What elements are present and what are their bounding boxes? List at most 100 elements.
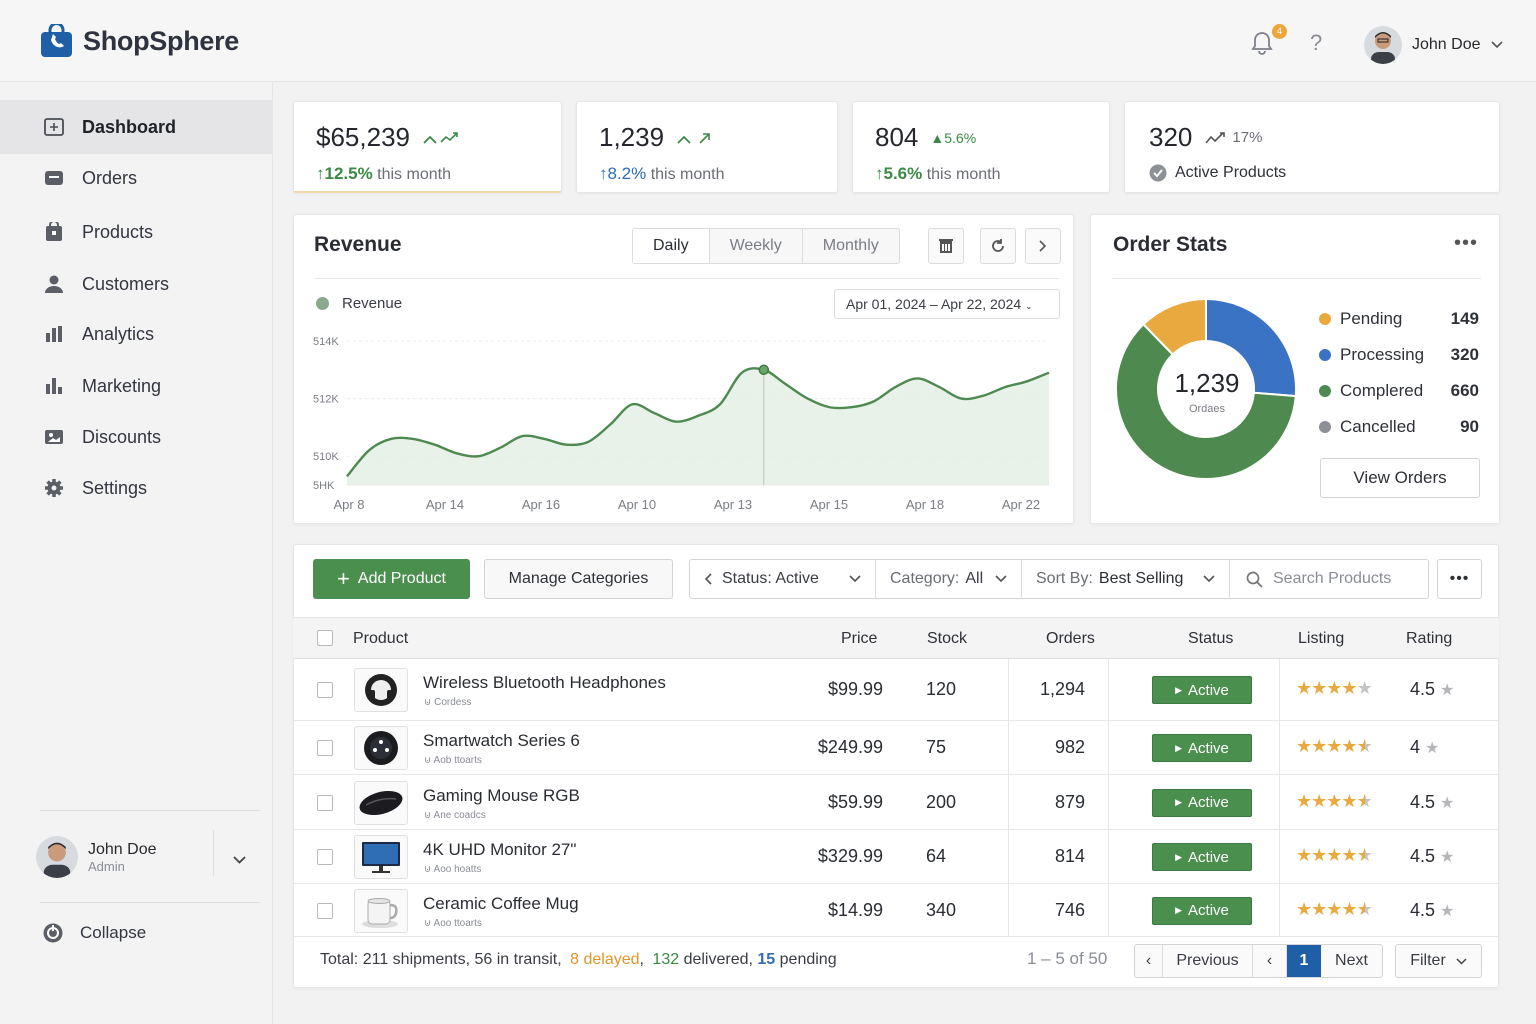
tag-icon: ⊍ — [424, 697, 435, 708]
status-label: Active — [1188, 739, 1229, 757]
chevron-left-icon[interactable]: ‹ — [1253, 945, 1287, 977]
column-header-rating[interactable]: Rating — [1406, 630, 1453, 647]
column-header-product[interactable]: Product — [353, 630, 409, 647]
tag-icon: ⊍ — [424, 917, 434, 929]
star-icon: ★ — [1425, 740, 1440, 757]
status-badge[interactable]: ▶ Active — [1152, 896, 1252, 925]
table-row[interactable]: Wireless Bluetooth Headphones ⊍ Cordess $9… — [293, 659, 1499, 721]
product-name[interactable]: Wireless Bluetooth Headphones — [423, 673, 666, 692]
row-checkbox[interactable] — [317, 740, 333, 756]
column-header-status[interactable]: Status — [1188, 630, 1234, 647]
status-filter[interactable]: Status: Active — [690, 560, 876, 598]
filter-button[interactable]: Filter — [1395, 944, 1482, 978]
status-label: Active — [1188, 794, 1229, 811]
chevron-down-icon: ⌄ — [1025, 301, 1033, 311]
donut-slice-completed[interactable] — [1115, 322, 1297, 480]
status-badge[interactable]: ▶ Active — [1152, 734, 1252, 762]
chevron-left-icon — [704, 573, 712, 585]
kpi-card-customers[interactable]: 804 ▲5.6% ↑5.6% this month — [852, 101, 1110, 193]
category-filter[interactable]: Category: All — [876, 560, 1022, 598]
shopping-bag-icon — [41, 24, 72, 57]
page-1-button[interactable]: 1 — [1287, 945, 1321, 977]
next-button[interactable]: Next — [1335, 952, 1368, 969]
chevron-down-icon[interactable] — [233, 856, 246, 864]
calendar-button[interactable] — [928, 228, 964, 264]
date-range-value: Apr 01, 2024 – Apr 22, 2024 — [846, 296, 1022, 312]
search-input[interactable]: Search Products — [1230, 560, 1428, 598]
product-name[interactable]: Ceramic Coffee Mug — [423, 893, 579, 913]
row-checkbox[interactable] — [317, 682, 333, 698]
help-icon[interactable]: ? — [1310, 30, 1323, 55]
order-donut-chart — [1115, 297, 1297, 480]
sidebar-user-role: Admin — [88, 858, 125, 874]
stock-cell: 120 — [926, 679, 957, 699]
sort-select[interactable]: Sort By: Best Selling — [1022, 560, 1230, 598]
next-button[interactable] — [1025, 228, 1061, 264]
rating-stars: ★★★★★ — [1296, 898, 1373, 919]
sidebar-item-discounts[interactable]: Discounts — [0, 410, 273, 464]
bell-icon[interactable] — [1250, 30, 1274, 56]
kpi-trend: 5.6% — [944, 129, 977, 146]
revenue-title: Revenue — [314, 233, 402, 256]
rating-value: 4.5 ★ — [1410, 792, 1454, 813]
status-badge[interactable]: ▶ Active — [1152, 788, 1252, 817]
sidebar-user[interactable]: John Doe Admin — [36, 836, 157, 878]
sidebar-item-marketing[interactable]: Marketing — [0, 359, 273, 413]
product-subtitle-text: Aob ttoarts — [433, 755, 482, 766]
orders-cell: 746 — [1054, 899, 1085, 920]
row-checkbox[interactable] — [317, 902, 333, 919]
kpi-card-products[interactable]: 320 17% Active Products — [1124, 101, 1500, 193]
sidebar-item-analytics[interactable]: Analytics — [0, 307, 273, 361]
add-product-button[interactable]: + Add Product — [313, 559, 470, 599]
date-range-picker[interactable]: Apr 01, 2024 – Apr 22, 2024 ⌄ — [834, 289, 1060, 319]
more-icon[interactable]: ••• — [1454, 232, 1479, 254]
app-logo[interactable]: ShopSphere — [40, 24, 239, 58]
table-row[interactable]: Ceramic Coffee Mug ⊍ Aoo ttoarts $14.99 340… — [293, 884, 1499, 937]
manage-categories-button[interactable]: Manage Categories — [484, 559, 673, 599]
product-name[interactable]: 4K UHD Monitor 27" — [423, 840, 577, 859]
highlight-point[interactable] — [758, 364, 770, 376]
user-menu[interactable]: John Doe — [1364, 26, 1503, 64]
select-all-checkbox[interactable] — [317, 630, 333, 646]
product-name[interactable]: Gaming Mouse RGB — [423, 785, 580, 805]
refresh-button[interactable] — [980, 228, 1016, 264]
donut-slice-processing[interactable] — [1205, 297, 1297, 398]
status-label: Active — [1188, 902, 1229, 919]
row-checkbox[interactable] — [317, 849, 333, 865]
more-options-button[interactable]: ••• — [1437, 559, 1482, 599]
sidebar-item-dashboard[interactable]: Dashboard — [0, 100, 273, 154]
tab-daily[interactable]: Daily — [633, 229, 710, 263]
sidebar-item-products[interactable]: Products — [0, 205, 273, 259]
tab-monthly[interactable]: Monthly — [822, 237, 879, 254]
sidebar-item-settings[interactable]: Settings — [0, 461, 273, 515]
status-badge[interactable]: ▶ Active — [1152, 843, 1252, 871]
column-header-stock[interactable]: Stock — [927, 630, 968, 647]
table-row[interactable]: 4K UHD Monitor 27" ⊍ Aoo hoatts $329.99 64 8… — [293, 830, 1499, 884]
revenue-line — [346, 367, 1050, 478]
kpi-card-orders[interactable]: 1,239 ↑8.2% this month — [576, 101, 838, 193]
row-checkbox[interactable] — [317, 794, 333, 811]
product-name[interactable]: Smartwatch Series 6 — [423, 731, 580, 750]
top-bar: ShopSphere 4 ? John Doe — [0, 0, 1536, 82]
column-header-price[interactable]: Price — [841, 630, 878, 647]
divider — [213, 830, 214, 876]
kpi-trend: 17% — [1232, 129, 1263, 146]
sidebar-item-orders[interactable]: Orders — [0, 151, 273, 205]
collapse-button[interactable]: Collapse — [42, 922, 146, 944]
view-orders-button[interactable]: View Orders — [1320, 458, 1480, 498]
tab-weekly[interactable]: Weekly — [710, 229, 803, 263]
kpi-card-revenue[interactable]: $65,239 ↑12.5% this month — [293, 101, 562, 193]
kpi-change: 5.6% — [883, 164, 923, 183]
column-header-orders[interactable]: Orders — [1046, 630, 1095, 647]
status-badge[interactable]: ▶ Active — [1152, 676, 1252, 704]
x-tick-label: Apr 18 — [906, 497, 944, 512]
table-row[interactable]: Smartwatch Series 6 ⊍ Aob ttoarts $249.99 7… — [293, 721, 1499, 775]
rating-stars: ★★★★★ — [1296, 790, 1373, 811]
chevron-left-icon[interactable]: ‹ — [1135, 945, 1163, 977]
sidebar-item-customers[interactable]: Customers — [0, 257, 273, 311]
legend-item-complered: Complered 660 — [1319, 381, 1479, 401]
previous-button[interactable]: Previous — [1163, 945, 1253, 977]
column-header-listing[interactable]: Listing — [1298, 630, 1345, 647]
table-row[interactable]: Gaming Mouse RGB ⊍ Ane coadcs $59.99 200 879… — [293, 775, 1499, 830]
shipments-summary: Total: 211 shipments, 56 in transit, 8 d… — [320, 951, 837, 968]
